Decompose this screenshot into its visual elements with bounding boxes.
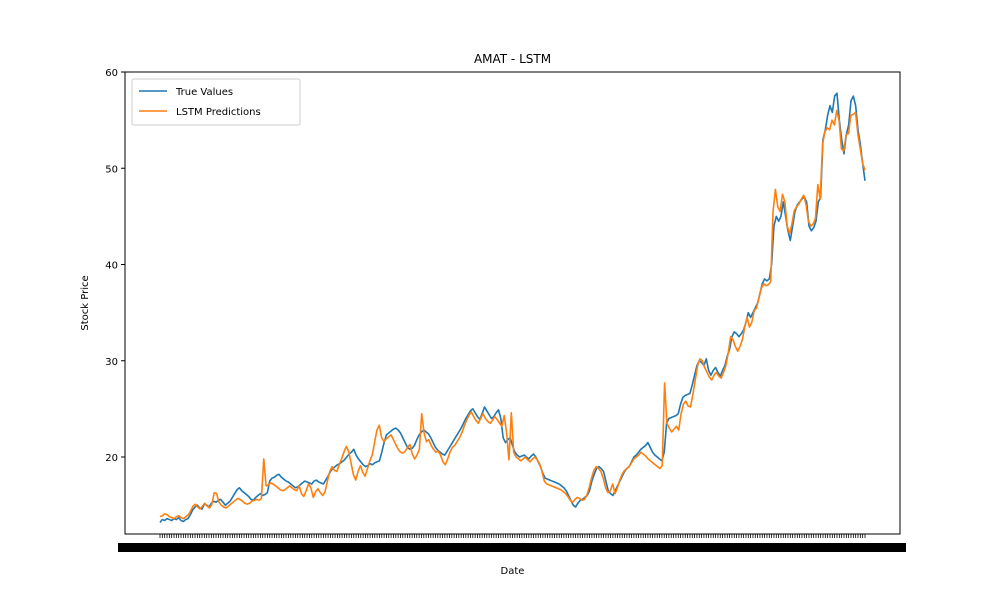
y-tick-label: 30 <box>105 357 118 368</box>
legend: True Values LSTM Predictions <box>131 78 301 126</box>
plot-area: 20 30 40 50 60 <box>105 68 906 552</box>
series-line-lstm-predictions <box>159 109 866 520</box>
x-axis-label: Date <box>501 566 525 577</box>
y-tick-label: 40 <box>105 261 118 272</box>
y-tick-label: 60 <box>105 68 118 79</box>
y-axis: 20 30 40 50 60 <box>105 68 125 464</box>
legend-label-true-values: True Values <box>175 87 233 98</box>
legend-label-lstm-predictions: LSTM Predictions <box>176 107 261 118</box>
x-axis <box>118 534 906 552</box>
legend-box <box>131 78 301 126</box>
y-axis-label: Stock Price <box>80 275 91 330</box>
x-tick-labels-overlap <box>118 543 906 552</box>
series-layer <box>159 92 866 523</box>
chart-title: AMAT - LSTM <box>474 52 551 66</box>
y-tick-label: 50 <box>105 164 118 175</box>
y-tick-label: 20 <box>105 453 118 464</box>
